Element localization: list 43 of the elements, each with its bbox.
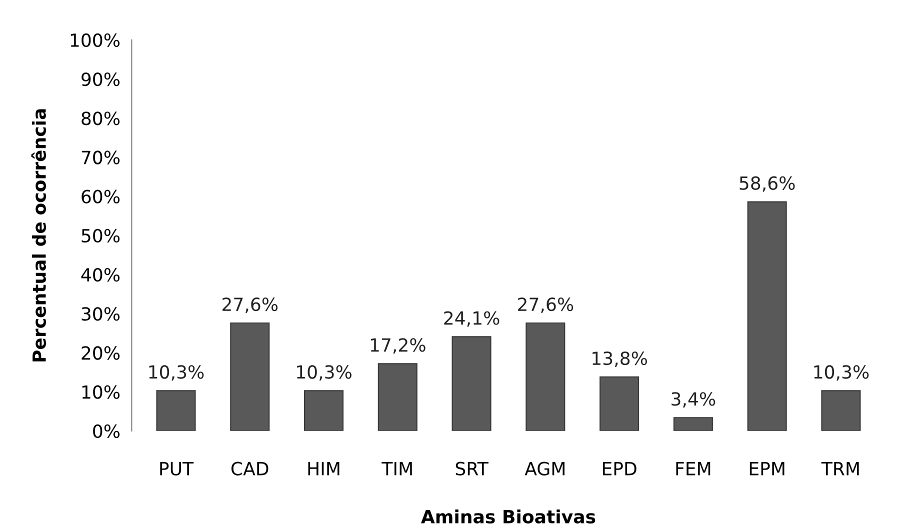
data-label: 10,3%: [814, 365, 869, 381]
y-tick-label: 60%: [82, 190, 120, 204]
x-tick-label: EPD: [602, 462, 636, 476]
bar: [452, 336, 492, 431]
y-axis-title: Percentual de ocorrência: [31, 109, 46, 362]
data-label: 58,6%: [740, 176, 795, 192]
x-tick-label: SRT: [456, 462, 488, 476]
bar: [821, 390, 861, 431]
bar: [747, 201, 787, 431]
y-tick-label: 90%: [82, 72, 120, 86]
y-tick-label: 0%: [93, 424, 120, 438]
bar: [304, 390, 344, 431]
x-tick-label: TRM: [821, 462, 859, 476]
x-tick-label: PUT: [160, 462, 194, 476]
bar: [378, 363, 418, 431]
x-tick-label: FEM: [676, 462, 710, 476]
data-label: 27,6%: [222, 298, 278, 314]
x-tick-label: AGM: [524, 462, 564, 476]
x-tick-label: EPM: [750, 462, 784, 476]
y-tick-label: 10%: [82, 385, 120, 399]
y-tick-label: 50%: [82, 228, 120, 243]
y-tick-label: 70%: [82, 150, 120, 164]
x-tick-label: HIM: [308, 462, 340, 476]
y-tick-label: 40%: [81, 268, 120, 282]
bar: [156, 390, 196, 431]
y-tick-label: 80%: [82, 112, 120, 126]
bar: [526, 322, 566, 431]
y-tick-label: 20%: [82, 346, 120, 360]
data-label: 24,1%: [444, 311, 500, 327]
x-axis-title: Aminas Bioativas: [421, 510, 596, 524]
data-label: 13,8%: [592, 351, 647, 367]
bar: [230, 322, 270, 431]
data-label: 10,3%: [297, 365, 352, 381]
x-tick-label: TIM: [382, 462, 412, 476]
bar: [673, 417, 713, 431]
y-tick-label: 30%: [82, 307, 120, 321]
bar: [600, 376, 640, 431]
data-label: 27,6%: [518, 298, 574, 314]
data-label: 3,4%: [672, 392, 716, 408]
data-label: 17,2%: [370, 338, 426, 354]
x-tick-label: CAD: [231, 462, 268, 476]
data-label: 10,3%: [149, 365, 204, 381]
y-tick-label: 100%: [70, 33, 120, 48]
